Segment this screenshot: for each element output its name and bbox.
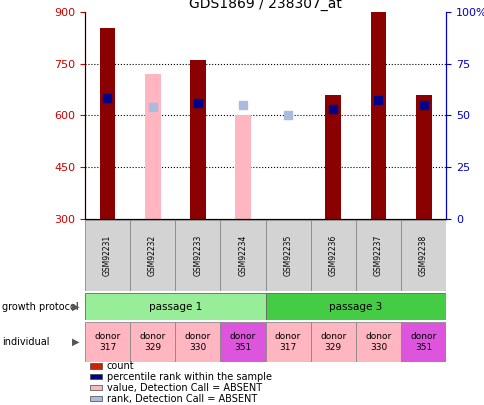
Text: donor
351: donor 351 (229, 332, 256, 352)
FancyBboxPatch shape (400, 322, 445, 362)
Text: rank, Detection Call = ABSENT: rank, Detection Call = ABSENT (106, 394, 257, 403)
Text: percentile rank within the sample: percentile rank within the sample (106, 372, 271, 382)
Bar (144, 74, 160, 219)
FancyBboxPatch shape (355, 322, 400, 362)
Text: growth protocol: growth protocol (2, 302, 79, 311)
FancyBboxPatch shape (355, 220, 400, 291)
Text: GSM92234: GSM92234 (238, 235, 247, 277)
Point (284, 112, 291, 119)
Text: passage 1: passage 1 (148, 302, 201, 311)
Bar (235, 115, 250, 219)
FancyBboxPatch shape (175, 322, 220, 362)
Point (149, 104, 156, 110)
Point (104, 95, 111, 101)
FancyBboxPatch shape (310, 322, 355, 362)
FancyBboxPatch shape (310, 220, 355, 291)
FancyBboxPatch shape (265, 322, 310, 362)
FancyBboxPatch shape (175, 220, 220, 291)
Text: passage 3: passage 3 (329, 302, 382, 311)
FancyBboxPatch shape (130, 322, 175, 362)
Text: donor
317: donor 317 (94, 332, 121, 352)
Text: ▶: ▶ (72, 337, 79, 347)
Text: GSM92237: GSM92237 (373, 235, 382, 277)
Text: donor
351: donor 351 (409, 332, 436, 352)
FancyBboxPatch shape (85, 293, 265, 320)
Point (194, 100, 201, 106)
Text: individual: individual (2, 337, 50, 347)
FancyBboxPatch shape (220, 220, 265, 291)
Text: ▶: ▶ (72, 302, 79, 311)
Bar (415, 95, 431, 219)
FancyBboxPatch shape (85, 220, 130, 291)
Text: count: count (106, 361, 134, 371)
Title: GDS1869 / 238307_at: GDS1869 / 238307_at (189, 0, 341, 11)
FancyBboxPatch shape (400, 220, 445, 291)
Text: GSM92236: GSM92236 (328, 235, 337, 277)
Text: donor
330: donor 330 (184, 332, 211, 352)
Bar (370, 12, 386, 219)
FancyBboxPatch shape (265, 293, 445, 320)
Bar (99, 28, 115, 219)
Text: donor
329: donor 329 (319, 332, 346, 352)
Point (374, 97, 381, 103)
Bar (190, 60, 205, 219)
FancyBboxPatch shape (130, 220, 175, 291)
FancyBboxPatch shape (220, 322, 265, 362)
Text: donor
317: donor 317 (274, 332, 301, 352)
Point (419, 102, 426, 108)
Text: GSM92238: GSM92238 (418, 235, 427, 276)
Text: value, Detection Call = ABSENT: value, Detection Call = ABSENT (106, 383, 261, 392)
Text: GSM92232: GSM92232 (148, 235, 157, 276)
Text: donor
330: donor 330 (364, 332, 391, 352)
Bar (325, 95, 340, 219)
Point (329, 105, 336, 112)
Text: GSM92231: GSM92231 (103, 235, 112, 276)
Text: GSM92233: GSM92233 (193, 235, 202, 277)
FancyBboxPatch shape (265, 220, 310, 291)
Point (239, 102, 246, 108)
Text: donor
329: donor 329 (139, 332, 166, 352)
FancyBboxPatch shape (85, 322, 130, 362)
Text: GSM92235: GSM92235 (283, 235, 292, 277)
